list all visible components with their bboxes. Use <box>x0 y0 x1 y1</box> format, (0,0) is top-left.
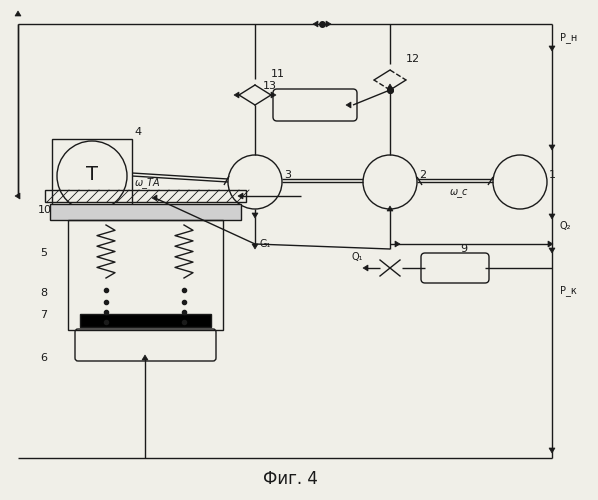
Text: 4: 4 <box>134 127 141 137</box>
Text: 11: 11 <box>271 69 285 79</box>
Text: 2: 2 <box>419 170 426 180</box>
Text: Q₂: Q₂ <box>560 221 572 231</box>
Text: P_н: P_н <box>560 32 577 43</box>
Polygon shape <box>549 145 555 150</box>
Polygon shape <box>234 92 239 98</box>
Text: 7: 7 <box>40 310 47 320</box>
Bar <box>68 220 223 330</box>
Bar <box>45 190 246 202</box>
Bar <box>80 314 211 327</box>
Bar <box>50 204 241 220</box>
Polygon shape <box>395 241 400 247</box>
Text: Q₁: Q₁ <box>352 252 364 262</box>
Text: 1: 1 <box>549 170 556 180</box>
Text: Фиг. 4: Фиг. 4 <box>263 470 318 488</box>
Polygon shape <box>388 84 392 88</box>
Text: Т: Т <box>86 165 98 184</box>
Polygon shape <box>326 21 331 27</box>
Polygon shape <box>15 11 21 16</box>
Text: 12: 12 <box>406 54 420 64</box>
Polygon shape <box>313 21 318 27</box>
Polygon shape <box>252 213 258 218</box>
Polygon shape <box>387 206 393 211</box>
Text: 6: 6 <box>40 353 47 363</box>
Text: 13: 13 <box>263 81 277 91</box>
Polygon shape <box>142 355 148 360</box>
Text: G₁: G₁ <box>259 239 270 249</box>
Polygon shape <box>363 265 368 271</box>
Polygon shape <box>15 193 20 199</box>
Text: ω_с: ω_с <box>450 187 468 197</box>
Polygon shape <box>152 195 157 201</box>
Text: 8: 8 <box>40 288 47 298</box>
Polygon shape <box>549 46 555 51</box>
Text: 9: 9 <box>460 244 467 254</box>
Polygon shape <box>252 244 258 249</box>
Bar <box>52 139 132 212</box>
Polygon shape <box>549 448 555 453</box>
Text: P_к: P_к <box>560 285 576 296</box>
Text: 10: 10 <box>38 205 52 215</box>
Polygon shape <box>271 92 276 98</box>
Polygon shape <box>549 248 555 253</box>
Polygon shape <box>548 241 553 247</box>
Text: ω_ТА: ω_ТА <box>135 177 161 188</box>
Polygon shape <box>238 193 243 199</box>
Text: 5: 5 <box>40 248 47 258</box>
Polygon shape <box>549 214 555 219</box>
Polygon shape <box>346 102 351 108</box>
Text: 3: 3 <box>284 170 291 180</box>
